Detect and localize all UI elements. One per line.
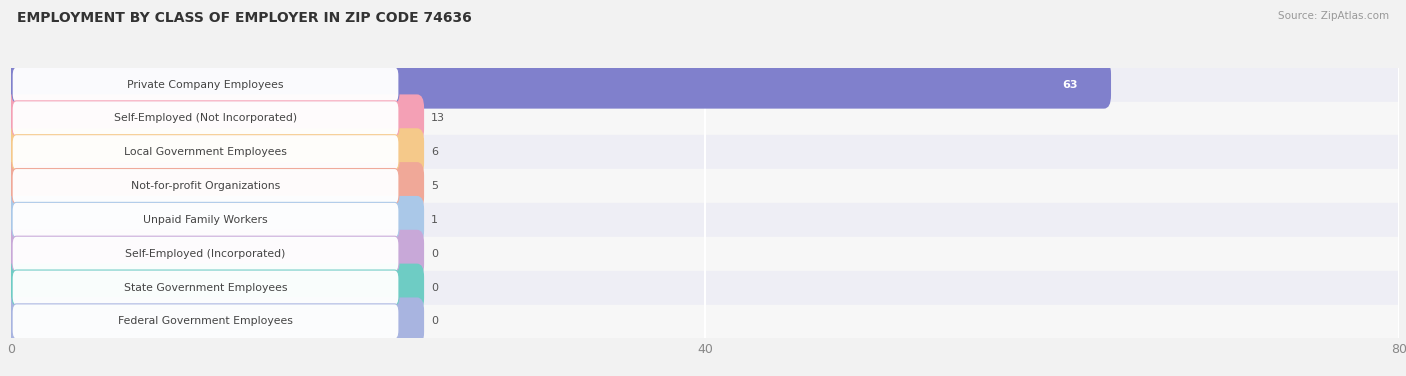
Text: Not-for-profit Organizations: Not-for-profit Organizations <box>131 181 280 191</box>
FancyBboxPatch shape <box>13 304 399 339</box>
Text: Local Government Employees: Local Government Employees <box>124 147 287 157</box>
FancyBboxPatch shape <box>4 264 425 312</box>
Text: Self-Employed (Not Incorporated): Self-Employed (Not Incorporated) <box>114 114 297 123</box>
FancyBboxPatch shape <box>4 297 425 346</box>
Text: 0: 0 <box>432 283 439 293</box>
Text: EMPLOYMENT BY CLASS OF EMPLOYER IN ZIP CODE 74636: EMPLOYMENT BY CLASS OF EMPLOYER IN ZIP C… <box>17 11 471 25</box>
Text: Private Company Employees: Private Company Employees <box>128 80 284 89</box>
Bar <box>11 203 1399 237</box>
Bar <box>11 68 1399 102</box>
Text: 13: 13 <box>432 114 446 123</box>
Text: Self-Employed (Incorporated): Self-Employed (Incorporated) <box>125 249 285 259</box>
Text: Federal Government Employees: Federal Government Employees <box>118 317 292 326</box>
Bar <box>11 305 1399 338</box>
Text: 1: 1 <box>432 215 439 225</box>
FancyBboxPatch shape <box>13 236 399 271</box>
Text: 0: 0 <box>432 249 439 259</box>
Text: Source: ZipAtlas.com: Source: ZipAtlas.com <box>1278 11 1389 21</box>
FancyBboxPatch shape <box>4 61 1111 109</box>
FancyBboxPatch shape <box>4 196 425 244</box>
FancyBboxPatch shape <box>13 135 399 170</box>
FancyBboxPatch shape <box>4 128 425 176</box>
FancyBboxPatch shape <box>4 94 425 143</box>
Text: 5: 5 <box>432 181 439 191</box>
FancyBboxPatch shape <box>13 202 399 238</box>
FancyBboxPatch shape <box>4 162 425 210</box>
Text: 6: 6 <box>432 147 439 157</box>
FancyBboxPatch shape <box>4 230 425 278</box>
Bar <box>11 237 1399 271</box>
FancyBboxPatch shape <box>13 67 399 102</box>
Bar <box>11 102 1399 135</box>
FancyBboxPatch shape <box>13 168 399 204</box>
FancyBboxPatch shape <box>13 270 399 305</box>
Text: Unpaid Family Workers: Unpaid Family Workers <box>143 215 267 225</box>
Text: 0: 0 <box>432 317 439 326</box>
Bar <box>11 135 1399 169</box>
Bar <box>11 271 1399 305</box>
Text: State Government Employees: State Government Employees <box>124 283 287 293</box>
FancyBboxPatch shape <box>13 101 399 136</box>
Text: 63: 63 <box>1063 80 1078 89</box>
Bar <box>11 169 1399 203</box>
